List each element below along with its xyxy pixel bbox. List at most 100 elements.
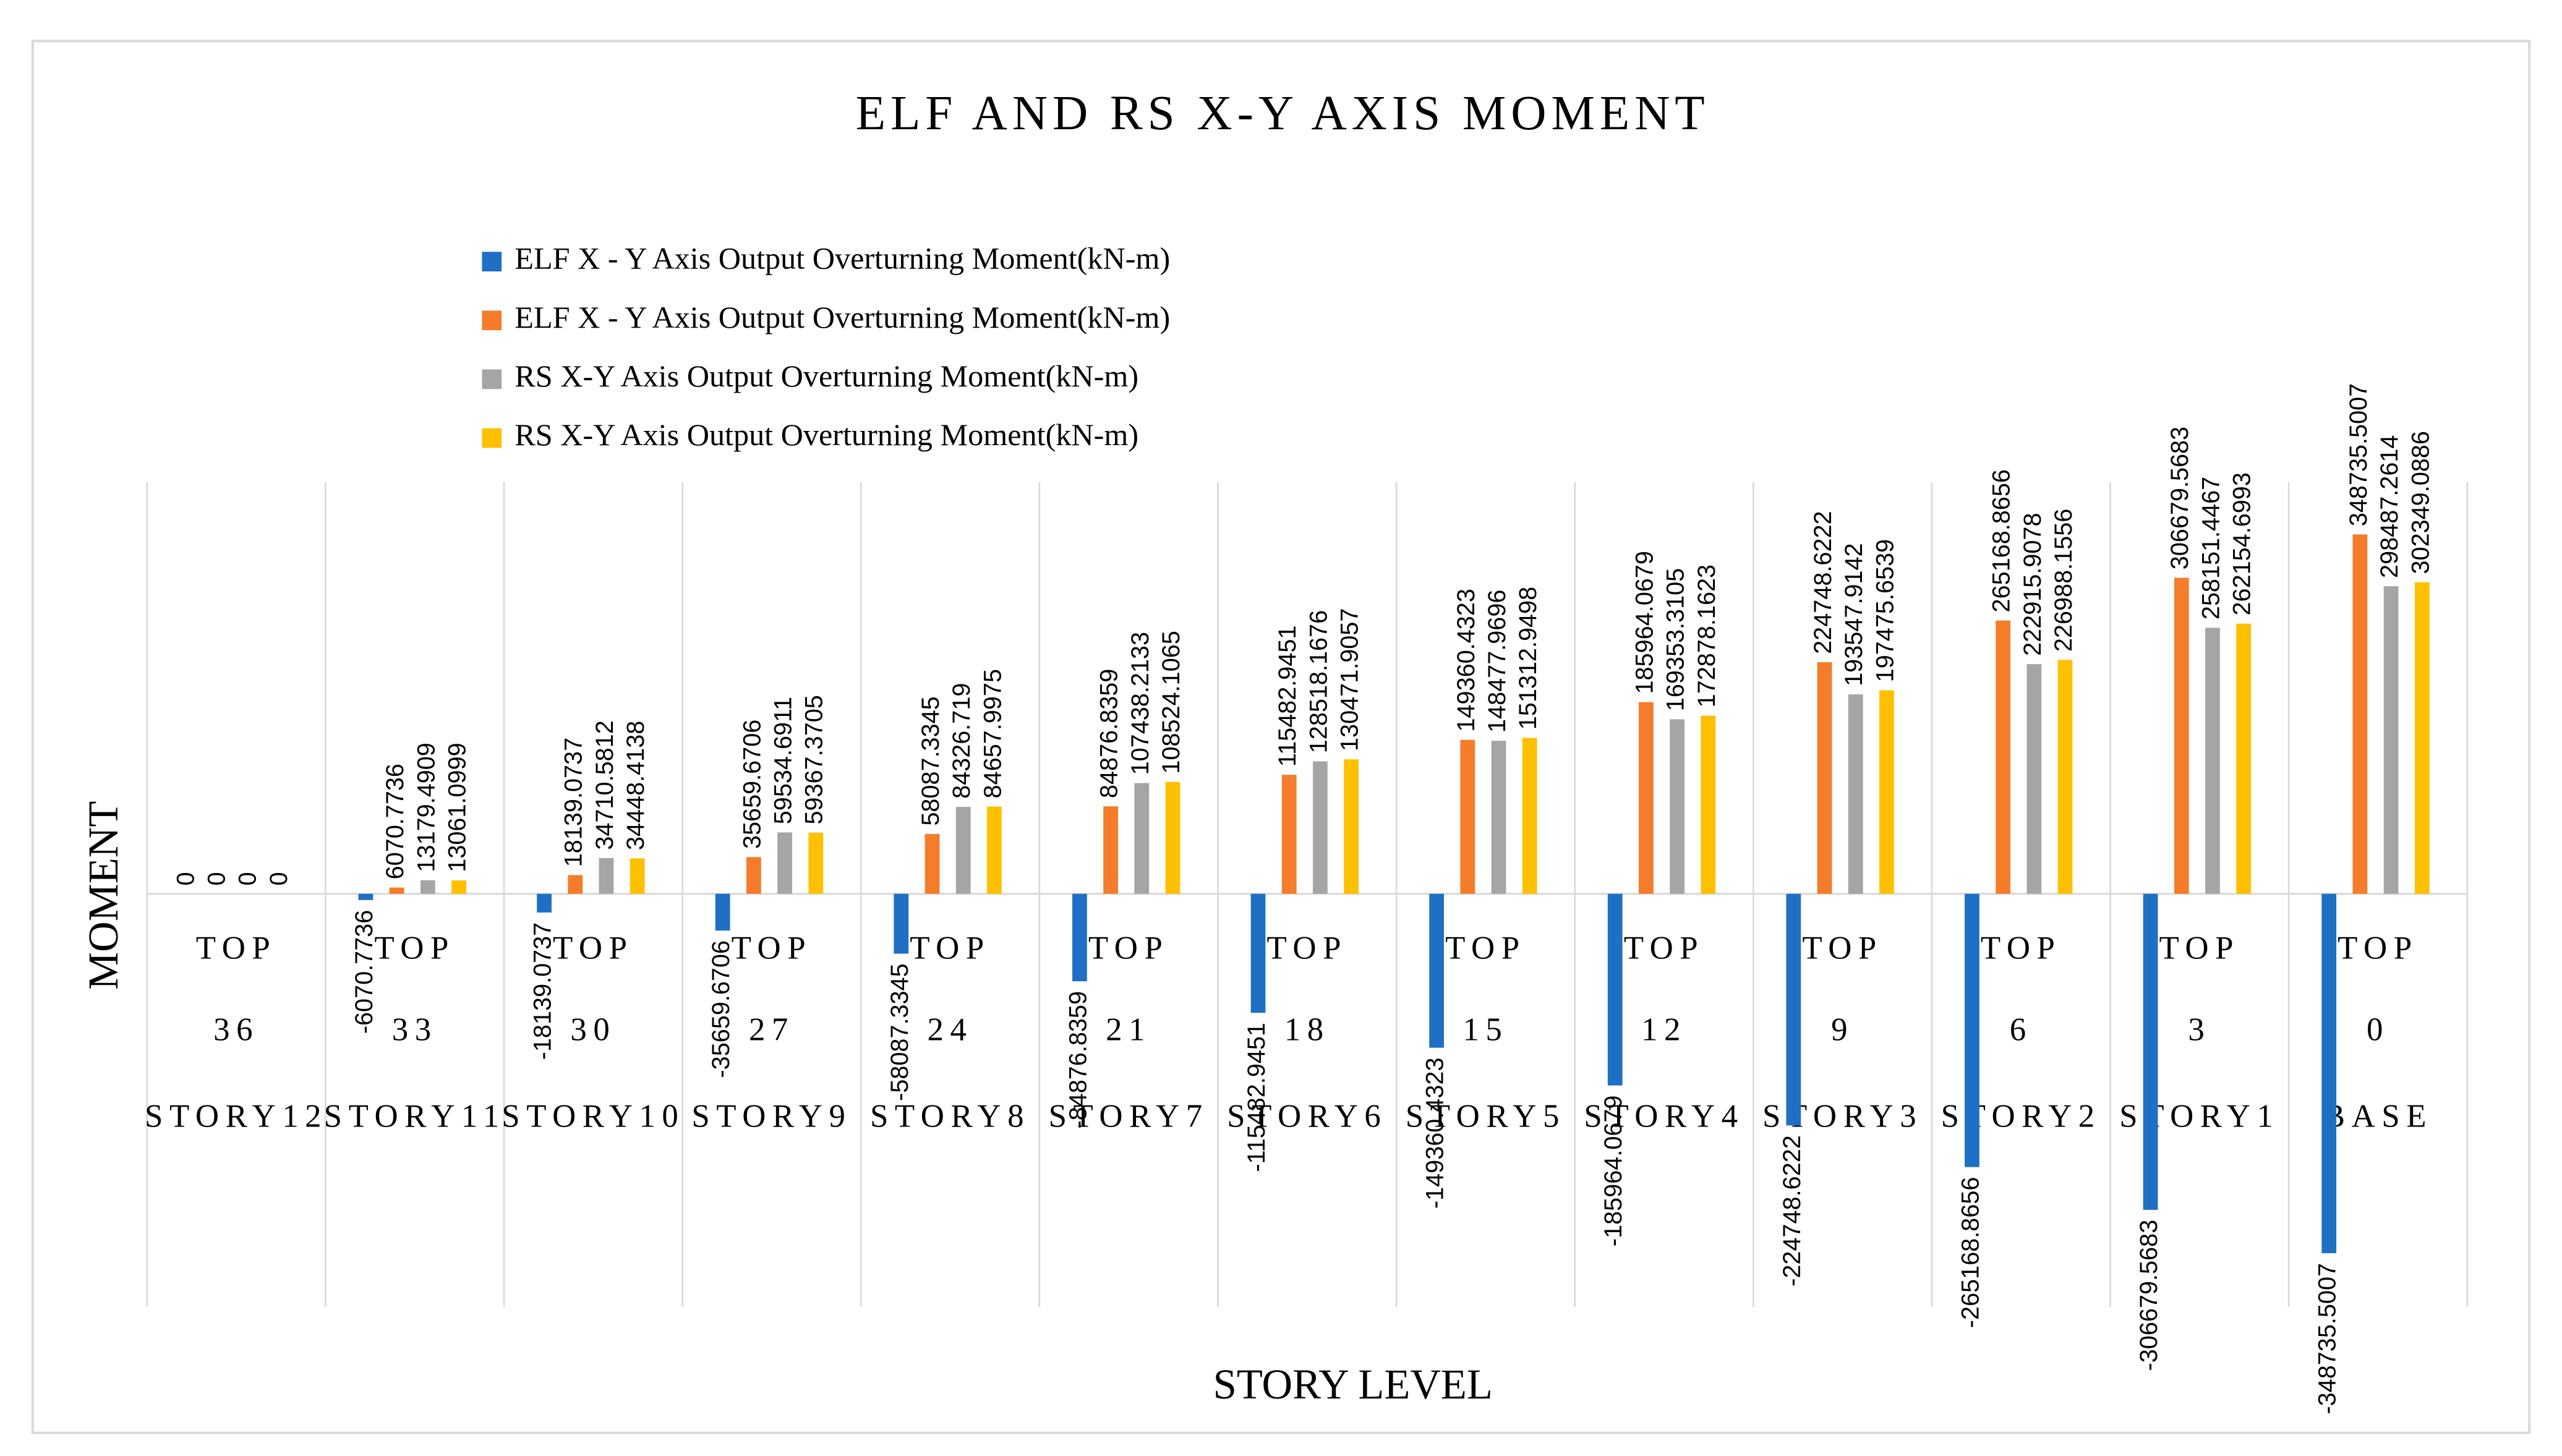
x-tick-label: TOP [1266,930,1347,966]
x-tick-label: 21 [1106,1011,1151,1047]
data-label: 306679.5683 [2166,427,2193,569]
x-tick-label: TOP [2338,930,2419,966]
x-tick-label: 33 [392,1011,438,1047]
bar [568,875,583,894]
x-tick-label: 3 [2188,1011,2211,1047]
x-tick-label: TOP [1802,930,1883,966]
data-label: 18139.0737 [560,738,587,867]
x-tick-label: 12 [1641,1011,1687,1047]
bar [1103,806,1118,894]
data-label: -18139.0737 [529,922,557,1060]
x-tick-label: TOP [553,930,634,966]
x-tick-label: 27 [749,1011,795,1047]
data-label: 226988.1556 [2050,509,2077,652]
bar [924,833,940,894]
data-label: 0 [234,872,262,885]
bar [1281,775,1297,894]
bar [777,832,792,894]
x-tick-label: 15 [1462,1011,1508,1047]
data-label: 59534.6911 [770,697,797,824]
x-tick-label: STORY7 [1049,1098,1209,1134]
data-label: -185964.0679 [1600,1096,1627,1247]
data-label: 34710.5812 [591,720,618,849]
data-label: 84657.9975 [979,669,1006,798]
data-label: 224748.6222 [1809,511,1837,653]
data-label: 222915.9078 [2019,513,2046,656]
bar [2352,534,2368,894]
data-label: 84876.8359 [1096,669,1123,798]
bar [1313,761,1328,894]
data-label: -115482.9451 [1243,1023,1270,1172]
data-label: -149360.4323 [1422,1057,1449,1209]
data-label: 149360.4323 [1453,589,1480,731]
legend-swatch [482,369,502,390]
data-label: 59367.3705 [801,695,828,824]
bar [1786,893,1801,1126]
data-label: 348735.5007 [2345,383,2372,526]
legend-label: RS X-Y Axis Output Overturning Moment(kN… [515,359,1138,393]
data-label: -348735.5007 [2314,1263,2341,1415]
bar [599,858,614,894]
legend-swatch [482,310,502,331]
data-label: 302349.0886 [2407,431,2434,574]
data-label: -35659.6706 [707,940,735,1078]
x-tick-label: 36 [213,1011,259,1047]
bar [1460,739,1475,894]
data-label: 151312.9498 [1514,587,1542,730]
bar [2026,664,2042,894]
data-label: 108524.1065 [1158,631,1185,773]
y-axis-title: MOMENT [80,801,127,990]
x-tick-label: 9 [1831,1011,1854,1047]
data-label: 128518.1676 [1305,610,1332,753]
x-tick-label: STORY8 [870,1098,1030,1134]
bar [955,807,971,894]
bar [987,806,1002,894]
bar [1344,759,1359,894]
bar [2414,582,2430,894]
x-tick-label: TOP [374,930,455,966]
data-label: 169353.3105 [1662,568,1689,711]
x-tick-label: STORY10 [502,1098,685,1134]
data-label: -224748.6222 [1778,1135,1806,1287]
legend-label: ELF X - Y Axis Output Overturning Moment… [515,300,1170,334]
data-label: 6070.7736 [382,764,409,879]
bar [1250,893,1266,1013]
bar [1848,694,1863,894]
legend-label: RS X-Y Axis Output Overturning Moment(kN… [515,417,1138,452]
x-tick-label: 18 [1284,1011,1330,1047]
bar [420,880,435,894]
x-axis-title: STORY LEVEL [1213,1361,1493,1408]
data-label: 84326.719 [948,683,975,799]
data-label: 258151.4467 [2197,477,2224,619]
data-label: 13061.0999 [444,743,471,872]
x-tick-label: TOP [2159,930,2240,966]
bar [389,887,404,894]
data-label: 115482.9451 [1274,626,1301,767]
data-label: 0 [265,872,292,885]
data-label: -6070.7736 [351,910,378,1034]
x-tick-label: STORY11 [324,1098,506,1134]
data-label: -306679.5683 [2135,1220,2163,1371]
chart-title: ELF AND RS X-Y AXIS MOMENT [856,86,1710,140]
bar [894,893,909,954]
x-tick-label: TOP [910,930,991,966]
data-label: 107438.2133 [1127,632,1154,775]
bar [2057,660,2073,894]
x-tick-label: STORY12 [145,1098,328,1134]
bar [746,857,761,894]
bar [1134,783,1150,894]
bar [1429,893,1445,1048]
data-label: 298487.2614 [2376,435,2403,578]
x-tick-label: 6 [2010,1011,2033,1047]
x-tick-label: TOP [732,930,813,966]
bar [1639,702,1654,894]
bar [715,893,730,931]
x-tick-label: STORY4 [1584,1098,1744,1134]
x-tick-label: 0 [2367,1011,2389,1047]
data-label: 262154.6993 [2229,472,2256,615]
bar [2174,577,2189,894]
bar [1607,893,1623,1086]
legend-label: ELF X - Y Axis Output Overturning Moment… [515,241,1170,276]
x-tick-label: STORY6 [1227,1098,1387,1134]
data-label: 197475.6539 [1871,539,1898,682]
